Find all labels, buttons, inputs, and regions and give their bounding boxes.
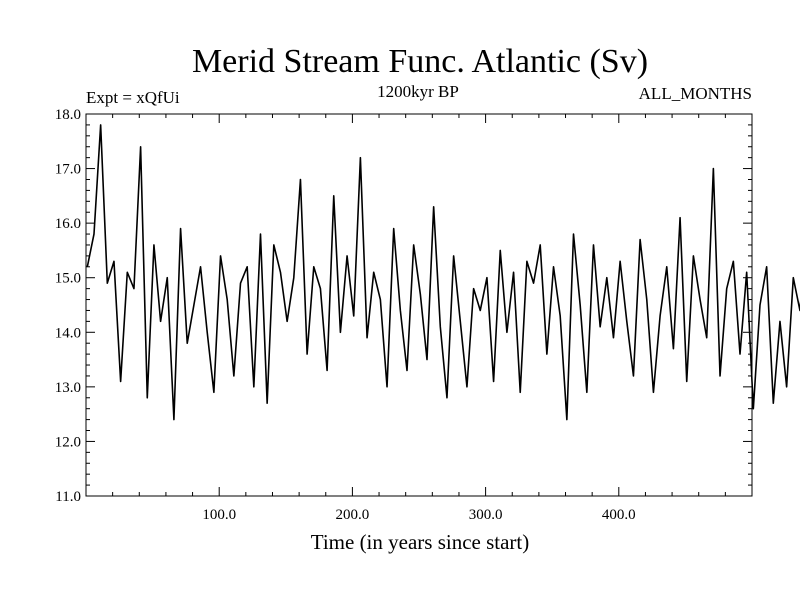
y-tick-label: 14.0 <box>55 325 81 341</box>
chart-title: Merid Stream Func. Atlantic (Sv) <box>192 43 648 80</box>
series-line <box>86 124 800 421</box>
y-tick-label: 13.0 <box>55 380 81 396</box>
x-tick-label: 200.0 <box>336 507 370 523</box>
y-tick-label: 15.0 <box>55 271 81 287</box>
y-tick-label: 16.0 <box>55 216 81 232</box>
x-tick-labels: 100.0 200.0 300.0 400.0 <box>202 507 635 523</box>
y-tick-label: 11.0 <box>55 489 81 505</box>
period-label: 1200kyr BP <box>377 82 459 101</box>
x-tick-label: 100.0 <box>202 507 236 523</box>
experiment-label: Expt = xQfUi <box>86 88 180 107</box>
x-tick-label: 300.0 <box>469 507 503 523</box>
axis-ticks <box>86 114 752 496</box>
y-tick-label: 17.0 <box>55 162 81 178</box>
plot-frame <box>85 113 753 497</box>
y-tick-label: 12.0 <box>55 434 81 450</box>
y-tick-labels: 11.0 12.0 13.0 14.0 15.0 16.0 17.0 18.0 <box>55 107 81 505</box>
months-label: ALL_MONTHS <box>639 84 752 103</box>
x-tick-label: 400.0 <box>602 507 636 523</box>
y-tick-label: 18.0 <box>55 107 81 123</box>
x-axis-title: Time (in years since start) <box>311 530 530 554</box>
